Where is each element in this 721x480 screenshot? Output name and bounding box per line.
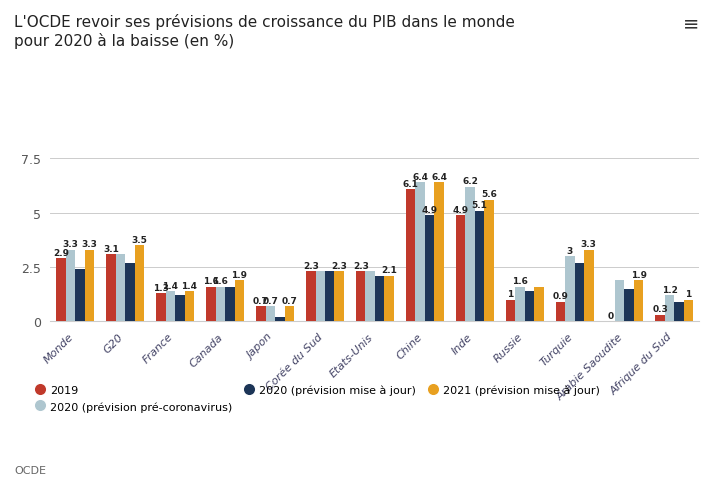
- Bar: [366, 272, 375, 322]
- Bar: [185, 291, 194, 322]
- Bar: [216, 287, 225, 322]
- Bar: [665, 296, 674, 322]
- Bar: [234, 280, 244, 322]
- Text: 1.9: 1.9: [231, 270, 247, 279]
- Bar: [456, 216, 465, 322]
- Text: 2.3: 2.3: [353, 262, 368, 271]
- Text: 0.3: 0.3: [653, 305, 668, 314]
- Text: 3: 3: [567, 246, 573, 255]
- Bar: [624, 289, 634, 322]
- Text: ≡: ≡: [683, 14, 699, 34]
- Text: 3.1: 3.1: [103, 244, 119, 253]
- Text: 1.4: 1.4: [182, 281, 198, 290]
- Bar: [655, 315, 665, 322]
- Bar: [85, 250, 94, 322]
- Bar: [356, 272, 366, 322]
- Text: 3.3: 3.3: [81, 240, 97, 249]
- Text: 6.4: 6.4: [412, 173, 428, 182]
- Text: 1.2: 1.2: [662, 285, 678, 294]
- Text: 3.3: 3.3: [63, 240, 79, 249]
- Text: 1: 1: [686, 289, 691, 299]
- Bar: [116, 254, 125, 322]
- Bar: [166, 291, 175, 322]
- Text: OCDE: OCDE: [14, 465, 46, 475]
- Bar: [516, 287, 525, 322]
- Text: 4.9: 4.9: [422, 205, 438, 214]
- Text: 0.7: 0.7: [281, 296, 297, 305]
- Bar: [265, 306, 275, 322]
- Bar: [575, 263, 584, 322]
- Text: 0.7: 0.7: [253, 296, 269, 305]
- Text: 6.2: 6.2: [462, 177, 478, 186]
- Bar: [206, 287, 216, 322]
- Bar: [474, 211, 485, 322]
- Text: 4.9: 4.9: [453, 205, 469, 214]
- Legend: 2019, 2020 (prévision pré-coronavirus), 2020 (prévision mise à jour), 2021 (prév: 2019, 2020 (prévision pré-coronavirus), …: [30, 381, 604, 416]
- Bar: [384, 276, 394, 322]
- Bar: [316, 272, 325, 322]
- Text: 1.3: 1.3: [153, 283, 169, 292]
- Text: 0.7: 0.7: [262, 296, 278, 305]
- Text: 1: 1: [508, 289, 513, 299]
- Bar: [335, 272, 344, 322]
- Bar: [615, 280, 624, 322]
- Text: 6.4: 6.4: [431, 173, 447, 182]
- Bar: [505, 300, 516, 322]
- Text: 2.3: 2.3: [331, 262, 348, 271]
- Text: 1.6: 1.6: [512, 276, 528, 286]
- Bar: [66, 250, 76, 322]
- Text: 0.9: 0.9: [552, 292, 568, 301]
- Bar: [285, 306, 294, 322]
- Text: 0: 0: [607, 312, 614, 320]
- Bar: [565, 257, 575, 322]
- Text: 2.3: 2.3: [303, 262, 319, 271]
- Bar: [534, 287, 544, 322]
- Text: 5.6: 5.6: [481, 190, 497, 199]
- Text: 3.3: 3.3: [581, 240, 597, 249]
- Text: 1.6: 1.6: [203, 276, 219, 286]
- Bar: [175, 296, 185, 322]
- Bar: [525, 291, 534, 322]
- Text: 2.9: 2.9: [53, 249, 69, 257]
- Bar: [634, 280, 643, 322]
- Text: L'OCDE revoir ses prévisions de croissance du PIB dans le monde
pour 2020 à la b: L'OCDE revoir ses prévisions de croissan…: [14, 14, 516, 49]
- Text: 1.9: 1.9: [631, 270, 647, 279]
- Bar: [325, 272, 335, 322]
- Bar: [107, 254, 116, 322]
- Text: 2.1: 2.1: [381, 266, 397, 275]
- Text: 1.4: 1.4: [162, 281, 179, 290]
- Bar: [425, 216, 434, 322]
- Bar: [375, 276, 384, 322]
- Bar: [684, 300, 694, 322]
- Bar: [406, 190, 415, 322]
- Bar: [125, 263, 135, 322]
- Bar: [256, 306, 265, 322]
- Text: 6.1: 6.1: [402, 179, 419, 188]
- Text: 3.5: 3.5: [132, 236, 148, 244]
- Bar: [56, 259, 66, 322]
- Bar: [556, 302, 565, 322]
- Text: 1.6: 1.6: [213, 276, 229, 286]
- Bar: [225, 287, 234, 322]
- Bar: [156, 293, 166, 322]
- Bar: [434, 183, 444, 322]
- Bar: [415, 183, 425, 322]
- Bar: [485, 200, 494, 322]
- Bar: [674, 302, 684, 322]
- Bar: [306, 272, 316, 322]
- Text: 5.1: 5.1: [472, 201, 487, 210]
- Bar: [465, 187, 474, 322]
- Bar: [135, 246, 144, 322]
- Bar: [584, 250, 593, 322]
- Bar: [76, 270, 85, 322]
- Bar: [275, 317, 285, 322]
